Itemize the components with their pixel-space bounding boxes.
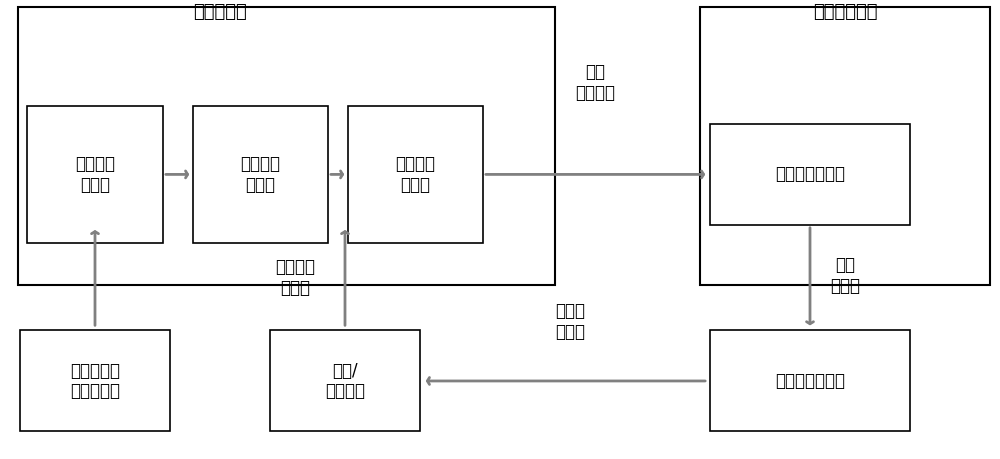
Text: 车身状态
控制器: 车身状态 控制器 xyxy=(395,155,435,194)
Text: 附加
横摆力矩: 附加 横摆力矩 xyxy=(575,63,615,102)
Bar xyxy=(18,7,555,285)
Text: 滑移率控制模块: 滑移率控制模块 xyxy=(775,372,845,390)
Bar xyxy=(27,106,162,243)
Text: 实际横摆
角速度: 实际横摆 角速度 xyxy=(275,258,315,297)
Text: 车辆/
车辆模型: 车辆/ 车辆模型 xyxy=(325,362,365,400)
Bar xyxy=(20,330,170,431)
Text: 驾驶员输入
（转向角）: 驾驶员输入 （转向角） xyxy=(70,362,120,400)
Bar xyxy=(270,330,420,431)
Text: 期望值计
算模块: 期望值计 算模块 xyxy=(75,155,115,194)
Bar xyxy=(710,124,910,225)
Bar xyxy=(710,330,910,431)
Bar xyxy=(192,106,328,243)
Text: 目标
滑移率: 目标 滑移率 xyxy=(830,256,860,295)
Text: 伺服环控制器: 伺服环控制器 xyxy=(813,3,877,21)
Bar xyxy=(700,7,990,285)
Text: 期望横摆
角速度: 期望横摆 角速度 xyxy=(240,155,280,194)
Text: 制动力分配模块: 制动力分配模块 xyxy=(775,165,845,184)
Text: 主环控制器: 主环控制器 xyxy=(193,3,247,21)
Text: 制动轮
缸压力: 制动轮 缸压力 xyxy=(555,302,585,341)
Bar xyxy=(348,106,482,243)
